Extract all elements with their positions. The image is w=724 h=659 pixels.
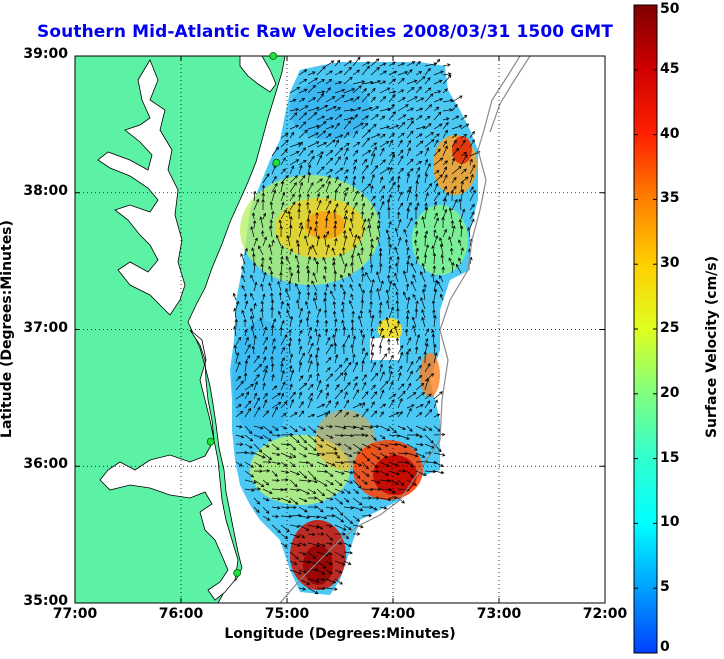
colorbar-tick-label: 50	[660, 1, 680, 17]
y-tick-label: 36:00	[23, 456, 68, 473]
colorbar-tick-label: 5	[660, 579, 670, 596]
station-markers	[206, 52, 281, 577]
colorbar-tick-label: 30	[660, 255, 680, 272]
x-tick-label: 73:00	[476, 606, 522, 622]
shelf-contour	[279, 56, 521, 603]
x-tick-label: 77:00	[52, 606, 98, 622]
station-marker	[206, 437, 215, 446]
chesapeake-bay	[97, 59, 186, 316]
station-marker	[233, 569, 242, 577]
colorbar-tick-label: 25	[660, 320, 680, 336]
delaware-bay	[239, 56, 277, 93]
x-axis-label: Longitude (Degrees:Minutes)	[224, 626, 456, 642]
x-tick-label: 76:00	[158, 606, 204, 622]
x-tick-label: 72:00	[582, 606, 628, 622]
colorbar-tick-label: 45	[660, 60, 680, 77]
colorbar-tick-label: 10	[660, 514, 680, 531]
shelf-contour-2	[489, 56, 531, 133]
colorbar-label: Surface Velocity (cm/s)	[704, 255, 720, 439]
grid-lines	[75, 56, 605, 603]
axis-ticks	[74, 55, 606, 604]
velocity-vectors	[232, 56, 481, 595]
x-tick-label: 75:00	[264, 606, 310, 622]
colorbar-tick-label: 35	[660, 190, 680, 207]
station-marker	[272, 158, 281, 167]
station-marker	[269, 52, 278, 60]
y-tick-label: 38:00	[23, 182, 68, 199]
y-tick-label: 39:00	[23, 46, 68, 62]
colorbar-tick-label: 0	[660, 639, 670, 655]
y-axis-label: Latitude (Degrees:Minutes)	[0, 220, 15, 438]
colorbar-tick-label: 20	[660, 384, 680, 401]
colorbar-tick-label: 40	[660, 125, 680, 142]
y-tick-label: 35:00	[23, 593, 68, 609]
x-tick-label: 74:00	[370, 606, 416, 622]
colorbar-tick-label: 15	[660, 449, 680, 466]
y-tick-label: 37:00	[23, 319, 68, 336]
colorbar-ticks	[634, 4, 657, 654]
sound-inlet	[99, 329, 239, 601]
map-title: Southern Mid-Atlantic Raw Velocities 200…	[37, 22, 613, 42]
